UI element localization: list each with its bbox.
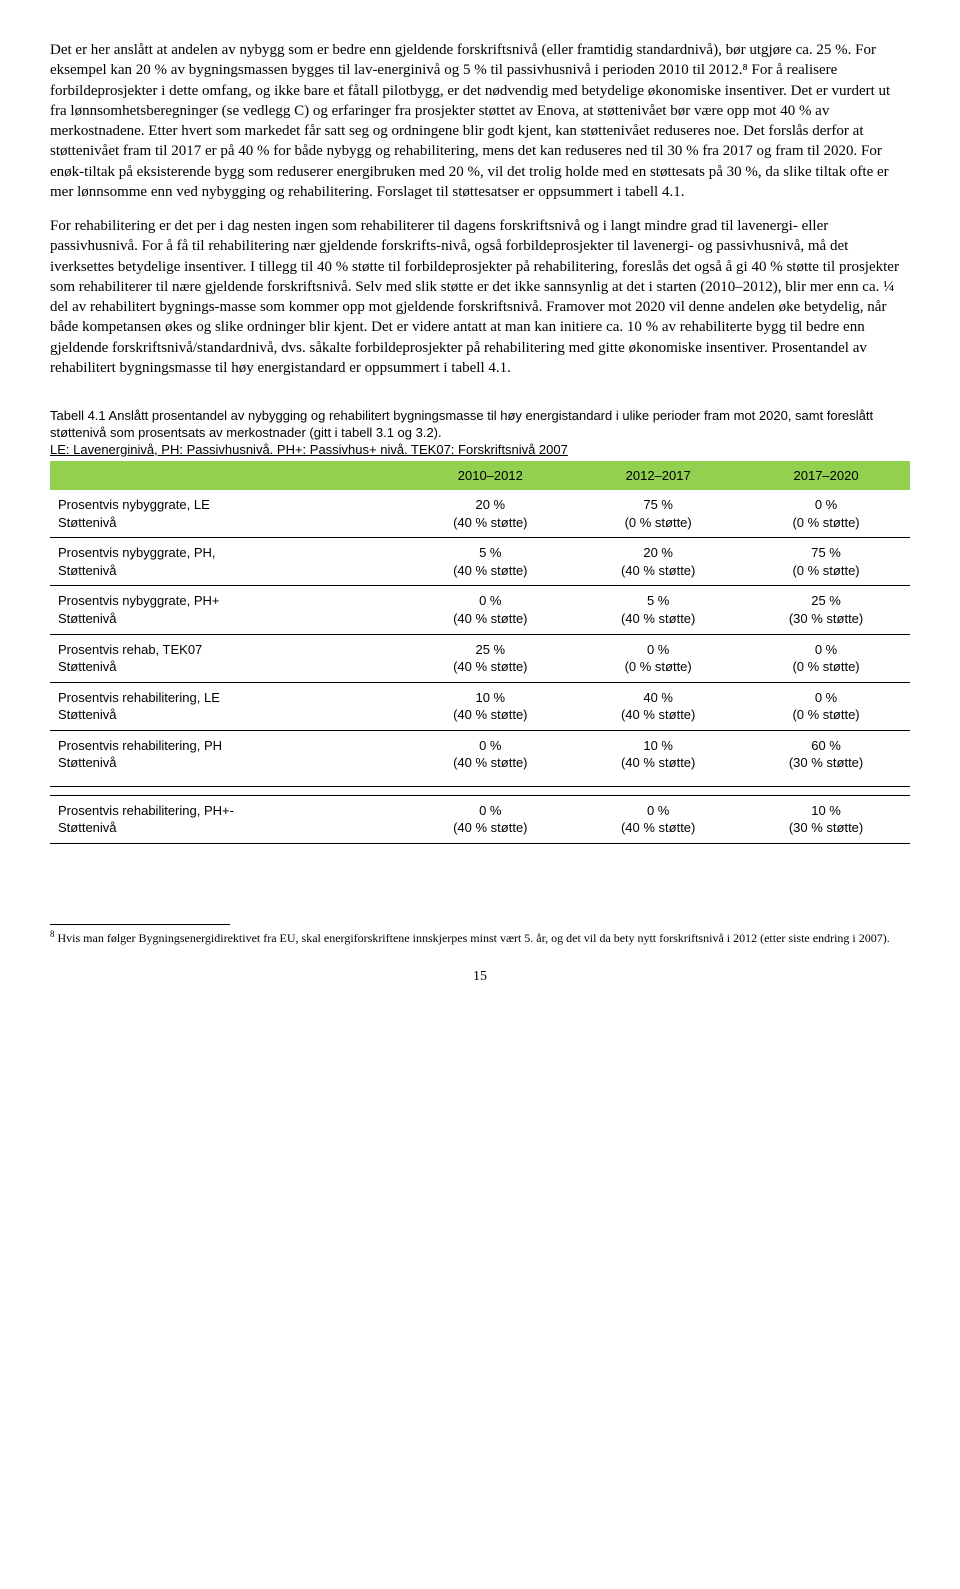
footnote-separator	[50, 924, 230, 925]
row-label: Prosentvis rehab, TEK07 Støttenivå	[50, 634, 406, 682]
row-label: Prosentvis rehabilitering, PH Støttenivå	[50, 730, 406, 786]
cell: 5 % (40 % støtte)	[406, 538, 574, 586]
table-row: Prosentvis rehabilitering, PH+- Støtteni…	[50, 795, 910, 843]
cell: 10 % (30 % støtte)	[742, 795, 910, 843]
caption-main: Tabell 4.1 Anslått prosentandel av nybyg…	[50, 408, 873, 440]
table-header-period-1: 2010–2012	[406, 461, 574, 491]
footnote-text: Hvis man følger Bygningsenergidirektivet…	[55, 931, 890, 945]
cell: 75 % (0 % støtte)	[742, 538, 910, 586]
row-label: Prosentvis nybyggrate, PH+ Støttenivå	[50, 586, 406, 634]
caption-line2: LE: Lavenerginivå, PH: Passivhusnivå. PH…	[50, 442, 568, 457]
cell: 0 % (40 % støtte)	[406, 586, 574, 634]
cell: 10 % (40 % støtte)	[406, 682, 574, 730]
row-label: Prosentvis rehabilitering, LE Støttenivå	[50, 682, 406, 730]
cell: 10 % (40 % støtte)	[574, 730, 742, 786]
row-label: Prosentvis nybyggrate, LE Støttenivå	[50, 490, 406, 538]
body-paragraph-1: Det er her anslått at andelen av nybygg …	[50, 40, 910, 202]
cell: 20 % (40 % støtte)	[406, 490, 574, 538]
row-label: Prosentvis rehabilitering, PH+- Støtteni…	[50, 795, 406, 843]
cell: 60 % (30 % støtte)	[742, 730, 910, 786]
cell: 0 % (0 % støtte)	[574, 634, 742, 682]
table-header-period-3: 2017–2020	[742, 461, 910, 491]
table-header-row: 2010–2012 2012–2017 2017–2020	[50, 461, 910, 491]
table-row: Prosentvis nybyggrate, PH, Støttenivå 5 …	[50, 538, 910, 586]
cell: 0 % (0 % støtte)	[742, 634, 910, 682]
data-table: 2010–2012 2012–2017 2017–2020 Prosentvis…	[50, 461, 910, 844]
cell: 0 % (0 % støtte)	[742, 682, 910, 730]
page-number: 15	[50, 968, 910, 987]
table-row: Prosentvis rehab, TEK07 Støttenivå 25 % …	[50, 634, 910, 682]
table-header-period-2: 2012–2017	[574, 461, 742, 491]
table-row: Prosentvis nybyggrate, PH+ Støttenivå 0 …	[50, 586, 910, 634]
table-row: Prosentvis rehabilitering, LE Støttenivå…	[50, 682, 910, 730]
cell: 0 % (40 % støtte)	[406, 795, 574, 843]
row-label: Prosentvis nybyggrate, PH, Støttenivå	[50, 538, 406, 586]
table-spacer	[50, 786, 910, 795]
table-caption: Tabell 4.1 Anslått prosentandel av nybyg…	[50, 408, 910, 459]
cell: 0 % (40 % støtte)	[574, 795, 742, 843]
cell: 25 % (30 % støtte)	[742, 586, 910, 634]
table-row: Prosentvis nybyggrate, LE Støttenivå 20 …	[50, 490, 910, 538]
footnote: 8 Hvis man følger Bygningsenergidirektiv…	[50, 929, 910, 946]
cell: 0 % (0 % støtte)	[742, 490, 910, 538]
table-header-blank	[50, 461, 406, 491]
cell: 40 % (40 % støtte)	[574, 682, 742, 730]
cell: 75 % (0 % støtte)	[574, 490, 742, 538]
cell: 25 % (40 % støtte)	[406, 634, 574, 682]
body-paragraph-2: For rehabilitering er det per i dag nest…	[50, 216, 910, 378]
cell: 5 % (40 % støtte)	[574, 586, 742, 634]
table-row: Prosentvis rehabilitering, PH Støttenivå…	[50, 730, 910, 786]
cell: 20 % (40 % støtte)	[574, 538, 742, 586]
cell: 0 % (40 % støtte)	[406, 730, 574, 786]
